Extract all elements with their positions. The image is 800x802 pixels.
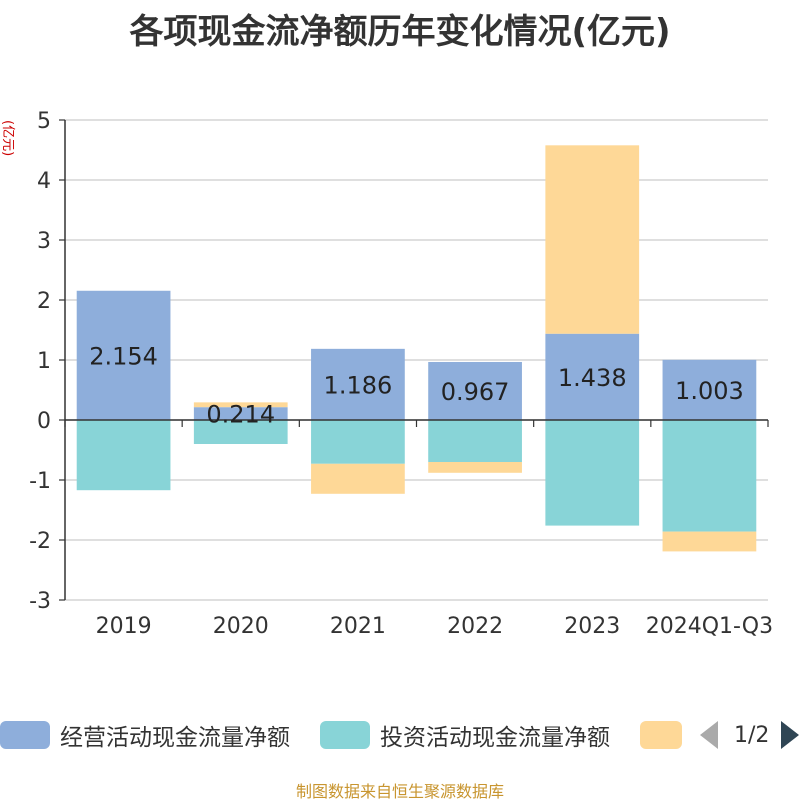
x-tick-label: 2021 [330, 614, 386, 639]
chart-title: 各项现金流净额历年变化情况(亿元) [129, 12, 671, 52]
legend-item-operating[interactable]: 经营活动现金流量净额 [0, 715, 290, 755]
data-label: 1.186 [324, 371, 393, 399]
legend-page-indicator: 1/2 [734, 722, 770, 748]
y-tick-label: 1 [37, 349, 51, 374]
x-tick-label: 2024Q1-Q3 [646, 614, 773, 639]
data-label: 0.214 [206, 401, 275, 429]
legend-pager: 1/2 [700, 720, 800, 750]
data-label: 0.967 [441, 378, 510, 406]
y-tick-label: 3 [37, 229, 51, 254]
bar-series-2-2024Q1-Q3 [662, 531, 757, 552]
data-labels: 2.154 0.214 1.186 0.967 1.438 1.003 [89, 342, 744, 428]
bar-series-0-2024Q1-Q3 [662, 359, 757, 420]
x-tick-label: 2020 [213, 614, 269, 639]
bar-series-2-2020 [193, 402, 288, 408]
bar-series-0-2020 [193, 407, 288, 420]
legend-swatch-operating [0, 721, 50, 749]
axes: 5 4 3 2 1 0 -1 -2 -3 2019 2020 2021 2022 2023 2024Q1-Q… [29, 109, 773, 639]
y-tick-label: -3 [29, 589, 51, 614]
x-tick-label: 2019 [96, 614, 152, 639]
prev-page-icon[interactable] [700, 721, 718, 749]
legend-item-financing[interactable] [640, 715, 692, 755]
bar-series-1-2019 [76, 420, 171, 491]
y-tick-label: 2 [37, 289, 51, 314]
y-tick-label: -2 [29, 529, 51, 554]
bar-series-2-2023 [545, 145, 640, 334]
legend-label-investing: 投资活动现金流量净额 [380, 725, 610, 751]
y-tick-label: 0 [37, 409, 51, 434]
bar-series-1-2022 [428, 420, 522, 462]
bar-series-2-2022 [428, 462, 522, 473]
x-tick-label: 2023 [564, 614, 620, 639]
y-tick-label: 5 [37, 109, 51, 134]
bars [76, 145, 757, 552]
next-page-icon[interactable] [781, 721, 800, 749]
bar-series-0-2019 [76, 290, 171, 420]
legend-item-investing[interactable]: 投资活动现金流量净额 [320, 715, 610, 755]
bar-series-0-2023 [545, 333, 640, 420]
source-note: 制图数据来自恒生聚源数据库 [295, 782, 504, 801]
data-label: 2.154 [89, 342, 158, 370]
bar-series-1-2023 [545, 420, 640, 526]
bar-series-1-2024Q1-Q3 [662, 420, 757, 532]
y-axis-title: (亿元) [0, 120, 15, 156]
y-tick-label: -1 [29, 469, 51, 494]
bar-series-1-2021 [311, 420, 405, 464]
legend: 经营活动现金流量净额 投资活动现金流量净额 [0, 715, 800, 755]
bar-series-1-2020 [193, 420, 288, 444]
y-tick-label: 4 [37, 169, 51, 194]
legend-label-operating: 经营活动现金流量净额 [60, 725, 290, 751]
legend-swatch-financing [640, 721, 682, 749]
data-label: 1.438 [558, 364, 627, 392]
x-tick-label: 2022 [447, 614, 503, 639]
bar-series-2-2021 [311, 463, 405, 494]
data-label: 1.003 [675, 377, 744, 405]
bar-series-0-2022 [428, 361, 522, 420]
legend-swatch-investing [320, 721, 370, 749]
bar-series-0-2021 [311, 348, 405, 420]
